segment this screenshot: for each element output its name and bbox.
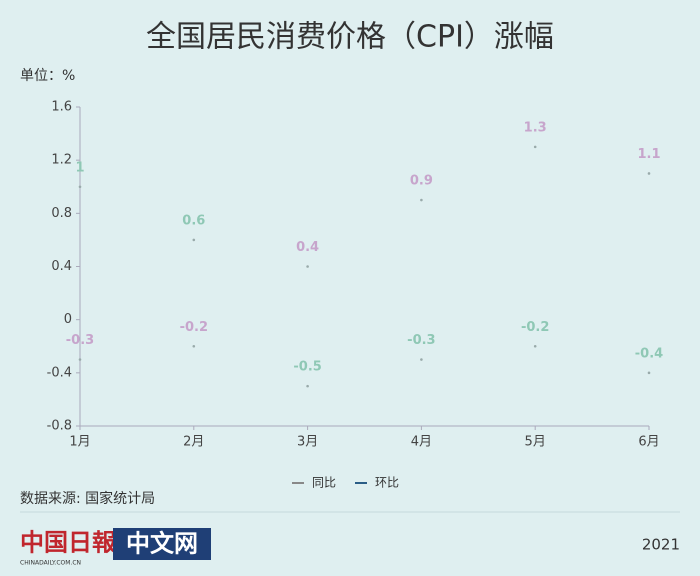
logo-box-text: 中文网 (126, 529, 198, 558)
point (647, 371, 651, 375)
data-label: -0.3 (407, 333, 435, 348)
y-tick-label: -0.4 (47, 365, 72, 380)
point (533, 145, 537, 149)
data-label: 1 (75, 160, 84, 175)
legend-label: 环比 (375, 476, 399, 490)
point (192, 238, 196, 242)
y-tick-label: 1.6 (51, 100, 72, 115)
data-label: 1.3 (524, 120, 547, 135)
point (306, 265, 309, 268)
year: 2021 (642, 536, 680, 554)
x-tick-label: 2月 (183, 435, 204, 450)
logo-url: CHINADAILY.COM.CN (20, 560, 81, 567)
data-label: 0.6 (182, 213, 205, 228)
data-label: -0.3 (66, 333, 94, 348)
y-tick-label: -0.8 (47, 419, 72, 434)
data-label: -0.5 (293, 360, 321, 375)
data-label: 0.4 (296, 240, 319, 255)
y-tick-label: 0.8 (51, 206, 72, 221)
point (420, 358, 423, 361)
logo: 中国日報 (20, 528, 117, 557)
y-tick-label: 1.2 (51, 153, 72, 168)
data-label: -0.4 (635, 346, 663, 361)
point (192, 344, 196, 348)
legend-label: 同比 (312, 476, 336, 490)
data-label: 0.9 (410, 174, 433, 189)
data-label: -0.2 (521, 320, 549, 335)
x-tick-label: 6月 (638, 435, 659, 450)
y-axis-label: 单位：% (20, 68, 75, 84)
point (306, 384, 309, 388)
point (78, 185, 82, 189)
source: 数据来源: 国家统计局 (20, 490, 155, 507)
data-label: 1.1 (637, 147, 660, 162)
point (533, 344, 537, 348)
logo-box (113, 528, 211, 560)
y-tick-label: 0.4 (51, 259, 72, 274)
y-tick-label: 0 (64, 312, 72, 327)
point (78, 358, 82, 361)
data-label: -0.2 (180, 320, 208, 335)
x-tick-label: 5月 (525, 435, 546, 450)
x-tick-label: 3月 (297, 435, 318, 450)
point (647, 172, 651, 175)
point (420, 198, 423, 202)
x-tick-label: 4月 (411, 435, 432, 450)
x-tick-label: 1月 (69, 435, 90, 450)
chart-title: 全国居民消费价格（CPI）涨幅 (146, 20, 554, 55)
